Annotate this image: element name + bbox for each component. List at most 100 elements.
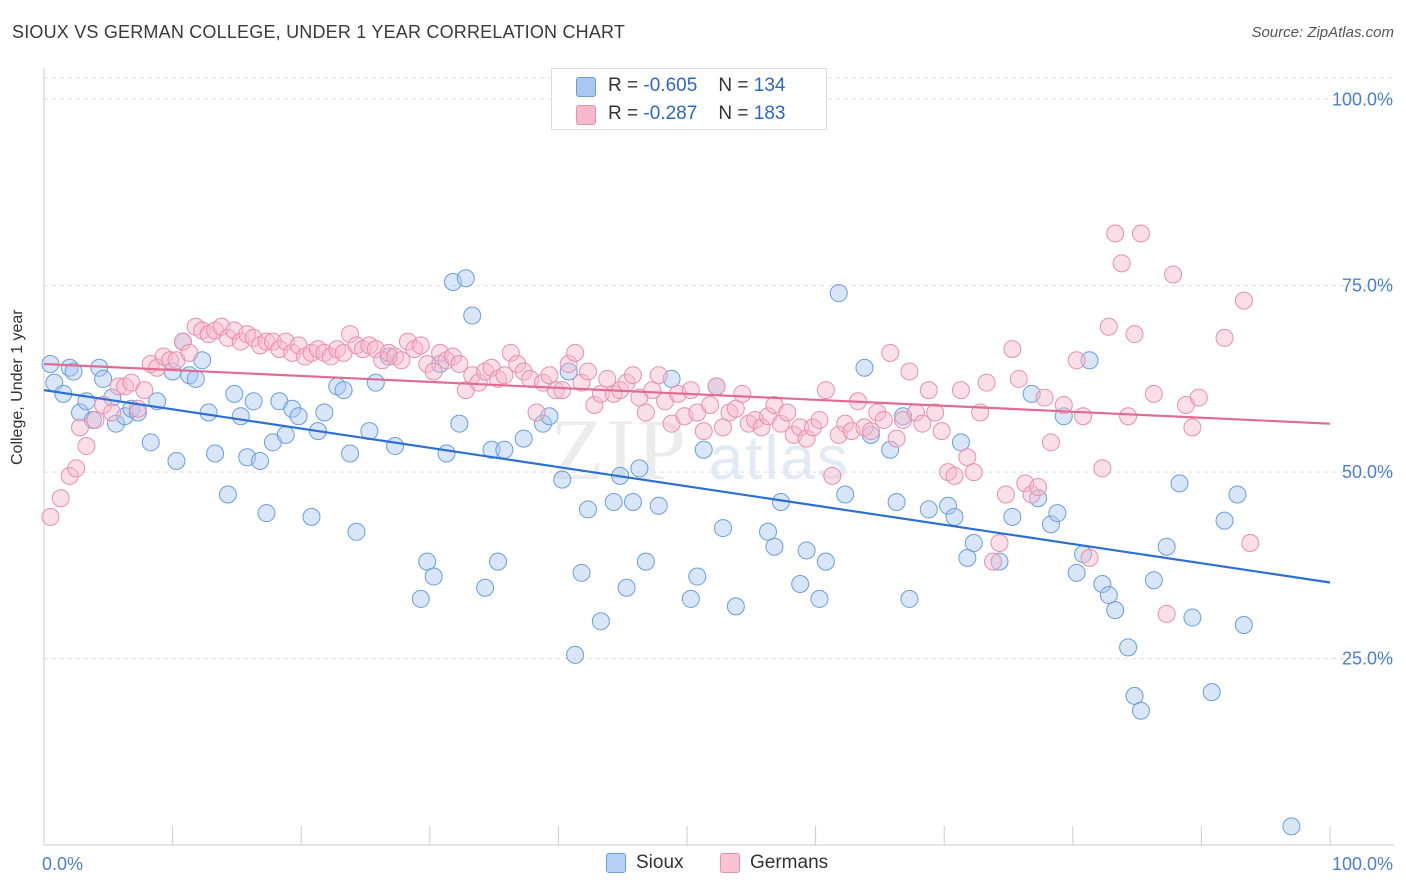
- germans-point: [1131, 224, 1150, 243]
- sioux-point: [315, 403, 334, 422]
- germans-point: [1022, 485, 1041, 504]
- sioux-point: [418, 552, 437, 571]
- germans-point: [1164, 265, 1183, 284]
- sioux-trend-line: [43, 389, 1331, 584]
- sioux-point: [1125, 686, 1144, 705]
- sioux-point: [591, 612, 610, 631]
- sioux-point: [456, 269, 475, 288]
- sioux-point: [855, 358, 874, 377]
- sioux-point: [636, 552, 655, 571]
- germans-point: [726, 399, 745, 418]
- germans-point: [643, 381, 662, 400]
- sioux-point: [463, 306, 482, 325]
- chart-title: SIOUX VS GERMAN COLLEGE, UNDER 1 YEAR CO…: [12, 22, 626, 42]
- germans-point: [649, 366, 668, 385]
- germans-point: [996, 485, 1015, 504]
- germans-point: [540, 366, 559, 385]
- sioux-point: [836, 485, 855, 504]
- tick-labels: 25.0% 50.0% 75.0% 100.0% 0.0% 100.0%: [42, 89, 1393, 874]
- legend-r-label: R =: [608, 103, 639, 124]
- germans-point: [86, 410, 105, 429]
- germans-point: [1067, 351, 1086, 370]
- germans-point: [1080, 548, 1099, 567]
- series-legend: Sioux Germans: [0, 852, 1406, 876]
- sioux-point: [623, 492, 642, 511]
- germans-point: [469, 373, 488, 392]
- germans-point: [135, 381, 154, 400]
- sioux-point: [386, 437, 405, 456]
- germans-point: [984, 552, 1003, 571]
- sioux-point: [617, 578, 636, 597]
- sioux-point: [958, 548, 977, 567]
- sioux-point: [791, 575, 810, 593]
- y-tick-label-3: 100.0%: [1332, 89, 1393, 109]
- sioux-point: [1215, 511, 1234, 530]
- sioux-point: [829, 284, 848, 303]
- germans-point: [578, 362, 597, 381]
- sioux-point: [424, 567, 443, 586]
- germans-point: [424, 362, 443, 381]
- sioux-point: [1099, 586, 1118, 605]
- germans-point: [1234, 291, 1253, 310]
- sioux-point: [514, 429, 533, 448]
- sioux-point: [289, 407, 308, 426]
- legend-swatch-sioux: [576, 77, 596, 97]
- sioux-point: [488, 552, 507, 571]
- sioux-point: [1183, 608, 1202, 627]
- grid-lines: [44, 77, 1394, 660]
- germans-trend-line: [43, 362, 1331, 425]
- sioux-point: [199, 403, 218, 422]
- sioux-point: [578, 500, 597, 519]
- germans-point: [1125, 325, 1144, 344]
- germans-point: [1241, 533, 1260, 552]
- germans-point: [1106, 224, 1125, 243]
- germans-point: [1003, 340, 1022, 359]
- sioux-point: [765, 537, 784, 556]
- data-points: [41, 224, 1301, 836]
- sioux-point: [559, 362, 578, 381]
- germans-point: [94, 396, 113, 415]
- germans-point: [932, 422, 951, 441]
- sioux-point: [283, 399, 302, 418]
- germans-point: [1041, 433, 1060, 452]
- germans-point: [1157, 604, 1176, 623]
- y-tick-label-0: 25.0%: [1342, 649, 1393, 669]
- sioux-point: [810, 589, 829, 608]
- legend-n-value: 134: [753, 75, 786, 96]
- germans-point: [60, 466, 79, 485]
- sioux-point: [141, 433, 160, 452]
- germans-point: [77, 437, 96, 456]
- germans-point: [1074, 407, 1093, 426]
- germans-point: [67, 459, 86, 478]
- sioux-point: [681, 589, 700, 608]
- sioux-point: [919, 500, 938, 519]
- germans-point: [694, 422, 713, 441]
- germans-point: [1144, 384, 1163, 403]
- sioux-point: [900, 589, 919, 608]
- germans-point: [771, 414, 790, 433]
- germans-point: [707, 377, 726, 396]
- sioux-point: [1170, 474, 1189, 493]
- sioux-point: [1144, 571, 1163, 590]
- sioux-point: [964, 533, 983, 552]
- sioux-point: [411, 589, 430, 608]
- y-tick-label-2: 75.0%: [1342, 276, 1393, 296]
- sioux-point: [225, 384, 244, 403]
- sioux-point: [572, 563, 591, 582]
- sioux-point: [630, 459, 649, 478]
- sioux-point: [714, 519, 733, 538]
- sioux-point: [566, 645, 585, 664]
- germans-point: [1035, 388, 1054, 407]
- germans-point: [173, 332, 192, 351]
- germans-point: [623, 366, 642, 385]
- germans-point: [566, 343, 585, 362]
- sioux-point: [257, 504, 276, 523]
- legend-swatch-germans: [576, 105, 596, 125]
- sioux-point: [1080, 351, 1099, 370]
- germans-point: [990, 533, 1009, 552]
- sioux-point: [1131, 701, 1150, 720]
- legend-n-label: N =: [718, 103, 749, 124]
- x-tick-label-0: 0.0%: [42, 854, 83, 874]
- sioux-point: [167, 451, 186, 470]
- sioux-point: [533, 414, 552, 433]
